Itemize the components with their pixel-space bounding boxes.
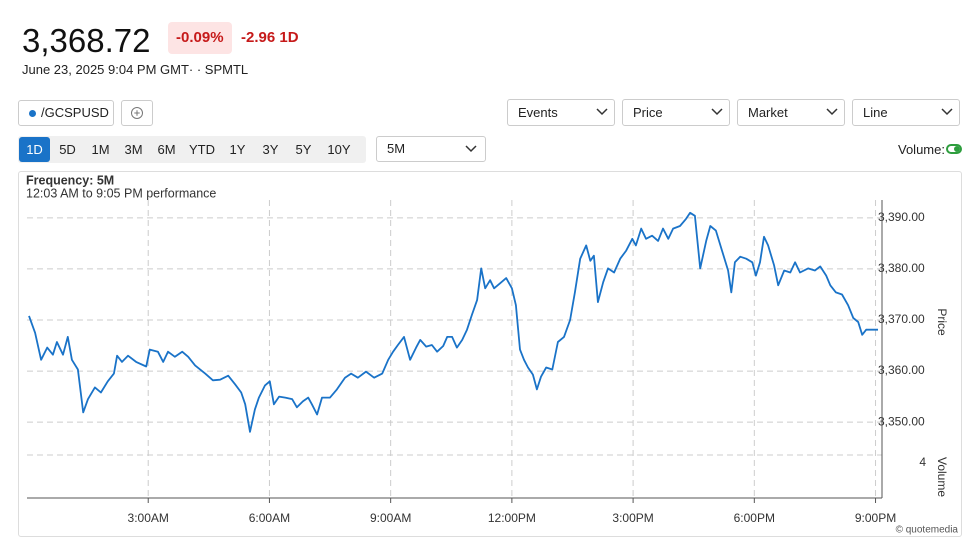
dropdown[interactable]: Market	[737, 99, 845, 126]
volume-tick-label: 4	[919, 455, 926, 469]
volume-toggle[interactable]	[946, 144, 962, 154]
price-line	[28, 211, 878, 433]
dropdown[interactable]: Price	[622, 99, 730, 126]
change-percent: -0.09%	[168, 22, 232, 54]
y-tick-label: 3,370.00	[878, 312, 925, 326]
range-button[interactable]: 5D	[59, 142, 76, 157]
chart-title: Frequency: 5M	[26, 173, 114, 187]
volume-toggle-label: Volume:	[898, 142, 945, 157]
chevron-path	[596, 108, 608, 116]
timestamp: June 23, 2025 9:04 PM GMT· · SPMTL	[22, 62, 249, 77]
range-button[interactable]: 1M	[91, 142, 110, 157]
volume-axis-label: Volume	[935, 457, 949, 497]
x-tick-label: 12:00PM	[488, 511, 536, 525]
range-button[interactable]: 6M	[157, 142, 176, 157]
x-tick-label: 9:00PM	[855, 511, 896, 525]
chevron	[826, 108, 838, 116]
range-button[interactable]: 3M	[124, 142, 143, 157]
range-button[interactable]: 5Y	[295, 142, 312, 157]
dropdown[interactable]: Line	[852, 99, 960, 126]
chevron	[711, 108, 723, 116]
chart-subtitle: 12:03 AM to 9:05 PM performance	[26, 186, 216, 200]
x-tick-label: 6:00AM	[249, 511, 290, 525]
x-tick-label: 6:00PM	[734, 511, 775, 525]
chevron-path	[711, 108, 723, 116]
dropdown-label: Price	[633, 105, 663, 120]
chevron-path	[826, 108, 838, 116]
credit: © quotemedia	[896, 525, 959, 536]
y-axis-label: Price	[935, 308, 949, 336]
range-button[interactable]: 1Y	[229, 142, 246, 157]
range-button[interactable]: YTD	[189, 142, 215, 157]
y-tick-label: 3,360.00	[878, 363, 925, 377]
range-button[interactable]: 1D	[19, 137, 50, 162]
dropdown-label: Market	[748, 105, 788, 120]
add-symbol-button[interactable]	[121, 100, 153, 126]
symbol-chip[interactable]: /GCSPUSD	[18, 100, 114, 126]
y-tick-label: 3,390.00	[878, 210, 925, 224]
range-button[interactable]: 3Y	[262, 142, 279, 157]
interval-value: 5M	[387, 141, 406, 156]
chevron	[941, 108, 953, 116]
chart-frame	[18, 171, 962, 537]
range-selector: 1D 5D 1M 3M 6M YTD 1Y 3Y 5Y 10Y	[18, 136, 366, 163]
chevron	[465, 145, 477, 153]
x-tick-label: 9:00AM	[370, 511, 411, 525]
y-tick-label: 3,380.00	[878, 261, 925, 275]
y-tick-label: 3,350.00	[878, 414, 925, 428]
x-tick-label: 3:00PM	[612, 511, 653, 525]
chevron	[596, 108, 608, 116]
range-button[interactable]: 10Y	[327, 142, 351, 157]
dropdown-label: Events	[518, 105, 558, 120]
plus-icon	[131, 107, 143, 119]
x-tick-label: 3:00AM	[128, 511, 169, 525]
dropdown-label: Line	[863, 105, 888, 120]
last-price: 3,368.72	[22, 22, 151, 59]
interval-dropdown[interactable]: 5M	[376, 136, 486, 162]
toggle-knob	[954, 146, 960, 152]
dropdown[interactable]: Events	[507, 99, 615, 126]
chevron-path	[941, 108, 953, 116]
change: -2.96 1D	[241, 29, 299, 46]
